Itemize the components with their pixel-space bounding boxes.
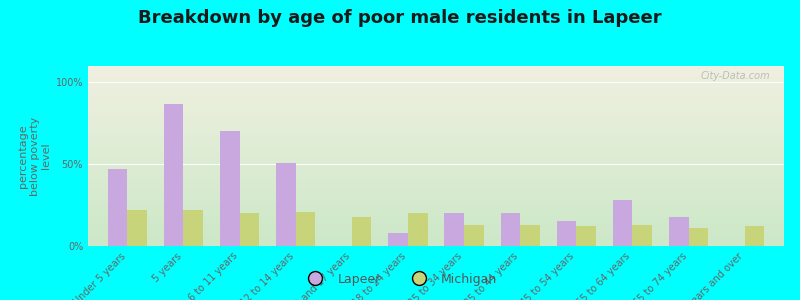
Bar: [127, 210, 147, 246]
Bar: [408, 213, 427, 246]
Bar: [164, 103, 183, 246]
Bar: [557, 221, 576, 246]
Bar: [669, 217, 689, 246]
Text: City-Data.com: City-Data.com: [701, 71, 770, 81]
Bar: [352, 217, 371, 246]
Y-axis label: percentage
below poverty
level: percentage below poverty level: [18, 116, 51, 196]
Bar: [296, 212, 315, 246]
Legend: Lapeer, Michigan: Lapeer, Michigan: [298, 268, 502, 291]
Bar: [464, 225, 484, 246]
Bar: [613, 200, 633, 246]
Text: Breakdown by age of poor male residents in Lapeer: Breakdown by age of poor male residents …: [138, 9, 662, 27]
Bar: [633, 225, 652, 246]
Bar: [388, 233, 408, 246]
Bar: [183, 210, 203, 246]
Bar: [108, 169, 127, 246]
Bar: [689, 228, 708, 246]
Bar: [276, 163, 296, 246]
Bar: [445, 213, 464, 246]
Bar: [576, 226, 596, 246]
Bar: [239, 213, 259, 246]
Bar: [520, 225, 540, 246]
Bar: [745, 226, 764, 246]
Bar: [220, 131, 239, 246]
Bar: [501, 213, 520, 246]
